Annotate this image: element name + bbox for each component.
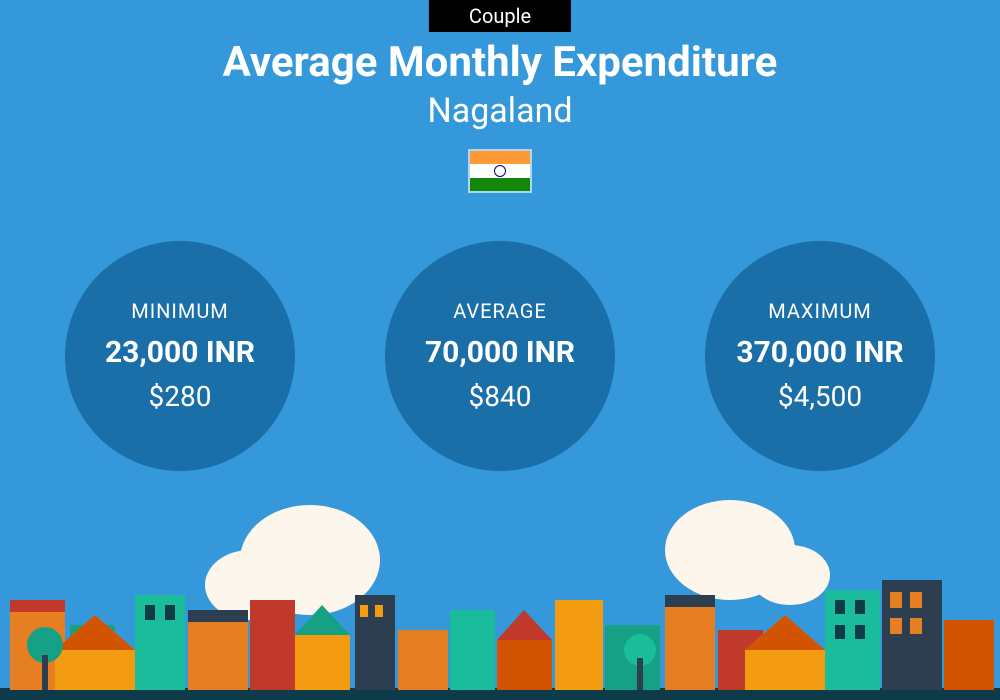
flag-saffron-stripe <box>470 151 530 164</box>
stat-value-usd: $4,500 <box>778 380 862 413</box>
stat-circle-minimum: MINIMUM 23,000 INR $280 <box>65 241 295 471</box>
stat-label: MAXIMUM <box>768 299 872 323</box>
badge-text: Couple <box>469 4 531 28</box>
stat-circles-container: MINIMUM 23,000 INR $280 AVERAGE 70,000 I… <box>0 241 1000 471</box>
category-badge: Couple <box>429 0 571 32</box>
stat-label: AVERAGE <box>453 299 547 323</box>
india-flag-icon <box>470 151 530 191</box>
stat-circle-maximum: MAXIMUM 370,000 INR $4,500 <box>705 241 935 471</box>
flag-chakra-icon <box>494 165 506 177</box>
flag-green-stripe <box>470 178 530 191</box>
stat-value-inr: 370,000 INR <box>736 335 903 370</box>
stat-circle-average: AVERAGE 70,000 INR $840 <box>385 241 615 471</box>
stat-value-usd: $840 <box>469 380 532 413</box>
page-subtitle: Nagaland <box>0 91 1000 131</box>
infographic-container: Couple Average Monthly Expenditure Nagal… <box>0 0 1000 700</box>
stat-value-usd: $280 <box>149 380 212 413</box>
stat-value-inr: 70,000 INR <box>425 335 575 370</box>
stat-value-inr: 23,000 INR <box>105 335 255 370</box>
stat-label: MINIMUM <box>131 299 229 323</box>
cityscape-illustration <box>0 500 1000 700</box>
